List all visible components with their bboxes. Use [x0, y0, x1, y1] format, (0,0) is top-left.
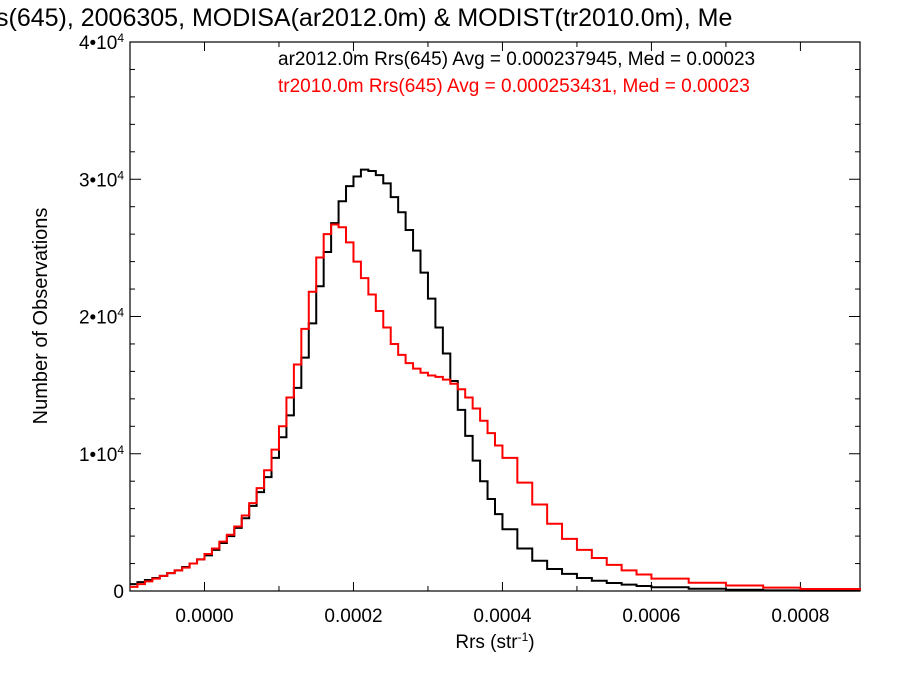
- series-line-ar2012: [130, 168, 861, 592]
- x-axis-label-close: ): [528, 632, 534, 653]
- x-axis-label-exponent: -1: [518, 630, 529, 644]
- y-tick-label: 1•104: [79, 443, 124, 466]
- y-tick-label: 0: [113, 582, 124, 603]
- legend: ar2012.0m Rrs(645) Avg = 0.000237945, Me…: [278, 49, 755, 97]
- svg-text:Rrs (str-1): Rrs (str-1): [455, 630, 534, 653]
- series-line-tr2010: [130, 223, 861, 591]
- plot-area: 0.0000 0.0002 0.0004 0.0006 0.0008 0 1•104 2•1…: [79, 31, 861, 627]
- x-axis-title: Rrs (str-1): [455, 630, 534, 653]
- x-axis-label: Rrs (str: [455, 632, 518, 653]
- y-axis: 0 1•104 2•104 3•104 4•104: [79, 31, 860, 603]
- x-tick-label: 0.0000: [175, 606, 233, 627]
- y-axis-label: Number of Observations: [30, 208, 52, 425]
- series-layer: [130, 168, 861, 592]
- x-tick-label: 0.0004: [473, 606, 532, 627]
- chart-title: s(645), 2006305, MODISA(ar2012.0m) & MOD…: [0, 4, 732, 32]
- x-tick-label: 0.0008: [771, 606, 829, 627]
- legend-entry: tr2010.0m Rrs(645) Avg = 0.000253431, Me…: [278, 76, 750, 97]
- x-tick-label: 0.0006: [622, 606, 680, 627]
- x-axis: 0.0000 0.0002 0.0004 0.0006 0.0008: [129, 42, 829, 627]
- y-tick-label: 4•104: [79, 31, 124, 54]
- y-tick-label: 3•104: [79, 168, 124, 191]
- x-tick-label: 0.0002: [324, 606, 382, 627]
- y-tick-label: 2•104: [79, 306, 124, 329]
- legend-entry: ar2012.0m Rrs(645) Avg = 0.000237945, Me…: [278, 49, 755, 70]
